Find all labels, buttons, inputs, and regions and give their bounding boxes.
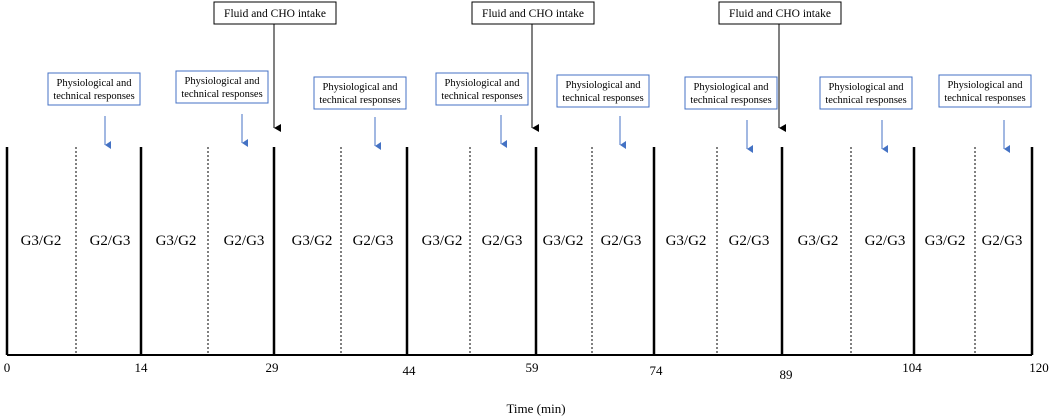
group-label-right: G2/G3	[982, 233, 1023, 249]
group-label-left: G3/G2	[422, 233, 463, 249]
response-label-line1: Physiological and	[445, 78, 521, 89]
response-annotation: Physiological and technical responses	[435, 72, 529, 148]
group-label-left: G3/G2	[925, 233, 966, 249]
group-label-right: G2/G3	[353, 233, 394, 249]
intake-annotation: Fluid and CHO intake	[718, 1, 842, 132]
intake-annotations: Fluid and CHO intake Fluid and CHO intake…	[213, 1, 842, 132]
intake-label: Fluid and CHO intake	[729, 8, 831, 20]
group-label-right: G2/G3	[865, 233, 906, 249]
response-box	[684, 76, 778, 110]
response-label-line1: Physiological and	[948, 80, 1024, 91]
group-label-left: G3/G2	[798, 233, 839, 249]
response-label-line2: technical responses	[562, 93, 643, 104]
response-annotation: Physiological and technical responses	[175, 70, 269, 147]
intake-box	[213, 1, 337, 25]
tick-label: 74	[650, 363, 664, 378]
response-annotation: Physiological and technical responses	[556, 74, 650, 149]
response-box	[556, 74, 650, 108]
group-label-right: G2/G3	[90, 233, 131, 249]
response-label-line1: Physiological and	[829, 82, 905, 93]
tick-label: 104	[902, 360, 922, 375]
response-label-line2: technical responses	[181, 89, 262, 100]
group-label-left: G3/G2	[21, 233, 62, 249]
group-label-left: G3/G2	[666, 233, 707, 249]
response-label-line1: Physiological and	[185, 76, 261, 87]
response-box	[938, 74, 1032, 108]
group-label-left: G3/G2	[292, 233, 333, 249]
tick-label: 120	[1029, 360, 1049, 375]
tick-label: 29	[266, 360, 279, 375]
response-label-line2: technical responses	[690, 95, 771, 106]
response-label-line1: Physiological and	[323, 82, 399, 93]
group-label-left: G3/G2	[156, 233, 197, 249]
response-annotation: Physiological and technical responses	[684, 76, 778, 153]
intake-annotation: Fluid and CHO intake	[213, 1, 337, 132]
tick-label: 0	[4, 360, 11, 375]
intake-box	[718, 1, 842, 25]
x-axis-label: Time (min)	[506, 401, 565, 416]
response-label-line2: technical responses	[825, 95, 906, 106]
segment-boundaries	[5, 147, 1034, 355]
tick-label: 59	[526, 360, 539, 375]
intake-box	[471, 1, 595, 25]
response-annotation: Physiological and technical responses	[938, 74, 1032, 153]
time-tick-labels: 0 14 29 44 59 74 89 104 120	[4, 360, 1049, 382]
response-label-line2: technical responses	[53, 91, 134, 102]
group-label-right: G2/G3	[482, 233, 523, 249]
intake-label: Fluid and CHO intake	[224, 8, 326, 20]
group-labels: G3/G2 G2/G3 G3/G2 G2/G3 G3/G2 G2/G3 G3/G2 G2/G3…	[21, 233, 1023, 249]
half-dividers	[75, 147, 976, 355]
tick-label: 44	[403, 363, 417, 378]
group-label-right: G2/G3	[224, 233, 265, 249]
group-label-left: G3/G2	[543, 233, 584, 249]
response-label-line2: technical responses	[319, 95, 400, 106]
intake-annotation: Fluid and CHO intake	[471, 1, 595, 132]
response-label-line1: Physiological and	[694, 82, 770, 93]
response-box	[819, 76, 913, 110]
response-box	[435, 72, 529, 106]
response-annotation: Physiological and technical responses	[313, 76, 407, 150]
response-box	[47, 72, 141, 106]
response-label-line2: technical responses	[944, 93, 1025, 104]
response-annotation: Physiological and technical responses	[47, 72, 141, 149]
tick-label: 89	[780, 367, 793, 382]
group-label-right: G2/G3	[601, 233, 642, 249]
response-annotation: Physiological and technical responses	[819, 76, 913, 153]
response-label-line1: Physiological and	[57, 78, 133, 89]
response-box	[313, 76, 407, 110]
response-label-line2: technical responses	[441, 91, 522, 102]
tick-label: 14	[135, 360, 149, 375]
response-label-line1: Physiological and	[566, 80, 642, 91]
response-box	[175, 70, 269, 104]
group-label-right: G2/G3	[729, 233, 770, 249]
intake-label: Fluid and CHO intake	[482, 8, 584, 20]
